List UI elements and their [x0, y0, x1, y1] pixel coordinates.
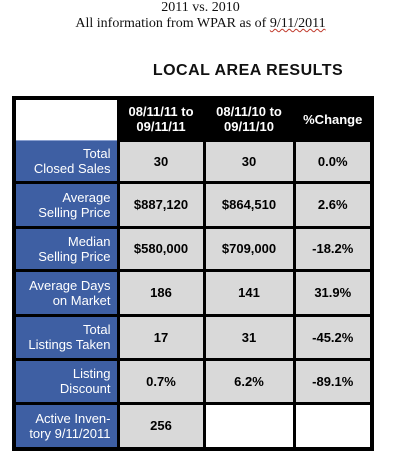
row-label-line: Total [83, 322, 111, 337]
column-header-2011-label: 08/11/11 to 09/11/11 [128, 104, 194, 135]
row-label: Average Days on Market [13, 268, 120, 317]
results-table: 08/11/11 to 09/11/11 08/11/10 to 09/11/1… [12, 96, 374, 451]
row-label-line: Active Inven- [35, 410, 111, 426]
comparison-label: 2011 vs. 2010 [161, 0, 240, 15]
value-2010: $864,510 [202, 180, 296, 229]
header-row: 08/11/11 to 09/11/11 08/11/10 to 09/11/1… [14, 96, 374, 142]
value-change: 2.6% [292, 180, 374, 229]
row-label-line: Median [67, 233, 111, 249]
column-header-2010-label: 08/11/10 to 09/11/10 [216, 104, 282, 135]
header-corner [14, 98, 118, 140]
row-label-line: Discount [59, 381, 111, 396]
value-2011: $580,000 [116, 225, 206, 272]
value-change: 0.0% [292, 138, 374, 184]
row-label-line: Selling Price [38, 204, 111, 220]
row-label-line: Average Days [29, 277, 111, 293]
row-label: Median Selling Price [13, 225, 120, 272]
row-label-line: Selling Price [38, 248, 111, 264]
table-row: Total Closed Sales 30 30 0.0% [13, 138, 374, 184]
value-change: -89.1% [292, 357, 374, 405]
source-date: 9/11/2011 [269, 16, 326, 31]
column-header-change-label: %Change [303, 111, 363, 127]
value-change: 31.9% [292, 268, 374, 317]
value-2010: 31 [202, 313, 296, 361]
value-2011: 256 [116, 401, 206, 451]
source-note-text: All information from WPAR as of [75, 16, 270, 31]
row-label: Total Listings Taken [13, 313, 120, 361]
value-2010: $709,000 [202, 225, 296, 272]
value-2010: 6.2% [202, 357, 296, 405]
value-2011: 186 [116, 268, 206, 317]
table-row: Average Selling Price $887,120 $864,510 2.6% [13, 180, 374, 229]
value-2011: 30 [116, 138, 206, 184]
value-change: -45.2% [292, 313, 374, 361]
row-label-line: Closed Sales [33, 160, 111, 176]
column-header-change: %Change [292, 96, 374, 142]
row-label-line: Total [83, 145, 111, 161]
source-note: All information from WPAR as of 9/11/201… [0, 16, 401, 32]
row-label-line: Average [62, 189, 111, 205]
value-change [292, 401, 374, 451]
value-2011: 17 [116, 313, 206, 361]
table-row: Active Inven-tory 9/11/2011 256 [13, 401, 374, 451]
row-label: Average Selling Price [13, 180, 120, 229]
row-label-line: Listings Taken [28, 337, 111, 352]
table-title: LOCAL AREA RESULTS [152, 62, 344, 79]
value-2011: $887,120 [116, 180, 206, 229]
report-subtitle: 2011 vs. 2010 [0, 0, 401, 16]
value-2010: 141 [202, 268, 296, 317]
table-row: Listing Discount 0.7% 6.2% -89.1% [13, 357, 374, 405]
row-label-line: Listing [72, 366, 111, 381]
table-row: Total Listings Taken 17 31 -45.2% [13, 313, 374, 361]
table-row: Average Days on Market 186 141 31.9% [13, 268, 374, 317]
column-header-2011: 08/11/11 to 09/11/11 [116, 96, 206, 142]
row-label: Active Inven-tory 9/11/2011 [13, 401, 120, 451]
row-label: Total Closed Sales [13, 139, 120, 184]
row-label: Listing Discount [13, 357, 120, 405]
row-label-line: on Market [52, 292, 111, 308]
value-change: -18.2% [292, 225, 374, 272]
value-2010 [202, 401, 296, 451]
row-label-line: tory 9/11/2011 [29, 425, 111, 441]
value-2011: 0.7% [116, 357, 206, 405]
table-row: Median Selling Price $580,000 $709,000 -18.2… [13, 225, 374, 272]
value-2010: 30 [202, 138, 296, 184]
column-header-2010: 08/11/10 to 09/11/10 [202, 96, 296, 142]
